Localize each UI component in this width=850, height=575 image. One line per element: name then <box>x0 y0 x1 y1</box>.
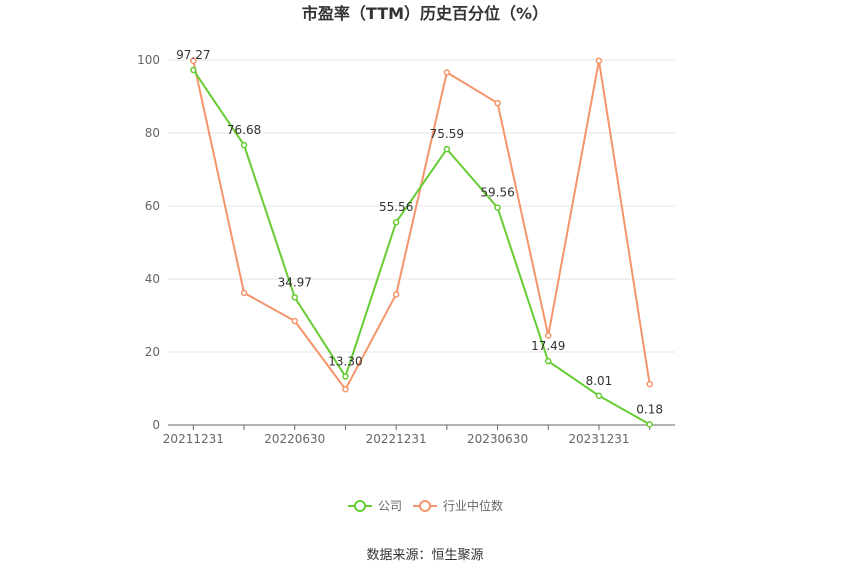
x-tick-label: 20231231 <box>568 432 629 446</box>
data-point-industry[interactable] <box>443 69 451 76</box>
y-axis: 0 20 40 60 80 100 <box>137 53 160 432</box>
y-tick-label: 0 <box>152 418 160 432</box>
data-point-industry[interactable] <box>646 380 653 388</box>
legend-marker-company <box>354 500 366 512</box>
legend: 公司 行业中位数 <box>348 498 503 513</box>
data-point-company[interactable] <box>392 218 400 226</box>
x-tick-label: 20221231 <box>366 432 427 446</box>
data-point-company[interactable] <box>646 421 653 428</box>
data-label: 97.27 <box>176 48 210 62</box>
data-label: 13.30 <box>328 354 362 368</box>
data-point-company[interactable] <box>595 392 603 400</box>
data-point-company[interactable] <box>291 294 298 301</box>
data-label: 75.59 <box>430 127 464 141</box>
data-point-industry[interactable] <box>494 99 501 107</box>
data-label: 34.97 <box>278 275 312 289</box>
data-point-company[interactable] <box>545 357 552 365</box>
series-line-industry <box>192 59 651 391</box>
data-point-industry[interactable] <box>240 289 248 297</box>
legend-item-company[interactable]: 公司 <box>348 499 402 513</box>
grid-lines <box>168 59 675 353</box>
series-line-company <box>192 69 651 426</box>
data-point-company[interactable] <box>240 141 248 149</box>
y-tick-label: 20 <box>145 345 160 359</box>
data-point-industry[interactable] <box>545 332 552 339</box>
legend-marker-industry <box>419 500 431 512</box>
series-layer <box>190 57 653 428</box>
data-point-industry[interactable] <box>190 57 197 64</box>
y-tick-label: 80 <box>145 126 160 140</box>
y-tick-label: 40 <box>145 272 160 286</box>
x-axis: 20211231 20220630 20221231 20230630 20231231 <box>163 425 651 446</box>
data-label: 17.49 <box>531 339 565 353</box>
legend-label-company: 公司 <box>378 499 402 513</box>
chart-title: 市盈率（TTM）历史百分位（%） <box>302 4 548 23</box>
data-point-company[interactable] <box>443 145 451 153</box>
data-point-industry[interactable] <box>291 317 298 325</box>
data-label: 0.18 <box>636 402 663 416</box>
data-label: 76.68 <box>227 123 261 137</box>
source-note: 数据来源：恒生聚源 <box>366 548 483 563</box>
data-labels: 97.27 76.68 34.97 13.30 55.56 75.59 59.56 17.49… <box>176 48 663 416</box>
legend-label-industry: 行业中位数 <box>443 498 503 513</box>
data-label: 59.56 <box>480 186 514 200</box>
data-point-company[interactable] <box>342 373 349 380</box>
data-point-industry[interactable] <box>595 57 603 64</box>
data-label: 55.56 <box>379 200 413 214</box>
data-point-company[interactable] <box>190 66 197 74</box>
data-label: 8.01 <box>586 374 613 388</box>
data-point-company[interactable] <box>494 204 501 211</box>
x-tick-label: 20211231 <box>163 432 224 446</box>
y-tick-label: 60 <box>145 199 160 213</box>
legend-item-industry[interactable]: 行业中位数 <box>413 498 503 513</box>
x-tick-label: 20230630 <box>467 432 528 446</box>
x-tick-label: 20220630 <box>264 432 325 446</box>
y-tick-label: 100 <box>137 53 160 67</box>
data-point-industry[interactable] <box>392 291 400 298</box>
data-point-industry[interactable] <box>342 385 349 393</box>
